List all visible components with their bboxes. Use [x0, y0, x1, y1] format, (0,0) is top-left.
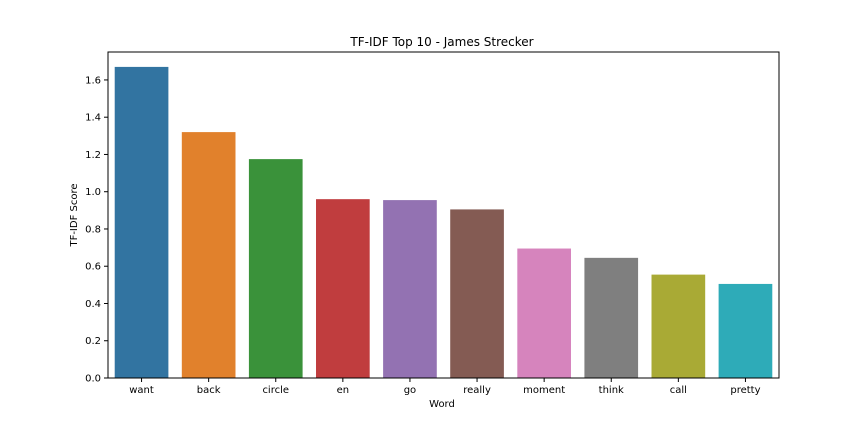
- x-tick-label: moment: [523, 385, 565, 396]
- y-axis-label: TF-IDF Score: [69, 183, 80, 247]
- bar-think: [584, 257, 639, 378]
- x-axis: want back circle en go really moment think call p…: [129, 378, 761, 396]
- plot-frame: [107, 51, 780, 379]
- y-tick-label: 0.4: [85, 299, 101, 310]
- y-tick-label: 1.2: [85, 150, 101, 161]
- x-tick-label: call: [670, 385, 687, 396]
- bars-group: [114, 66, 773, 378]
- chart-title: TF-IDF Top 10 - James Strecker: [349, 35, 533, 49]
- x-tick-label: really: [463, 385, 491, 396]
- x-tick-label: want: [129, 385, 154, 396]
- bar-circle: [248, 159, 303, 378]
- bar-want: [114, 66, 169, 378]
- y-tick-label: 0.0: [85, 374, 101, 385]
- bar-pretty: [718, 283, 773, 378]
- x-tick-label: go: [404, 385, 416, 396]
- y-tick-label: 1.4: [85, 113, 101, 124]
- x-tick-label: pretty: [730, 385, 760, 396]
- bar-en: [316, 199, 370, 378]
- x-axis-label: Word: [429, 399, 455, 410]
- y-tick-label: 1.0: [85, 187, 101, 198]
- y-tick-label: 0.8: [85, 224, 101, 235]
- x-tick-label: think: [599, 385, 624, 396]
- x-tick-label: en: [337, 385, 350, 396]
- x-tick-label: back: [197, 385, 221, 396]
- bar-back: [181, 132, 236, 378]
- y-tick-label: 0.2: [85, 336, 101, 347]
- y-tick-label: 0.6: [85, 262, 101, 273]
- bar-really: [450, 209, 504, 378]
- x-tick-label: circle: [262, 385, 289, 396]
- bar-moment: [517, 248, 571, 378]
- bar-go: [383, 200, 437, 378]
- y-axis: 0.0 0.2 0.4 0.6 0.8 1.0 1.2 1.4 1.6: [85, 75, 108, 385]
- bar-call: [651, 274, 706, 378]
- y-tick-label: 1.6: [85, 75, 101, 86]
